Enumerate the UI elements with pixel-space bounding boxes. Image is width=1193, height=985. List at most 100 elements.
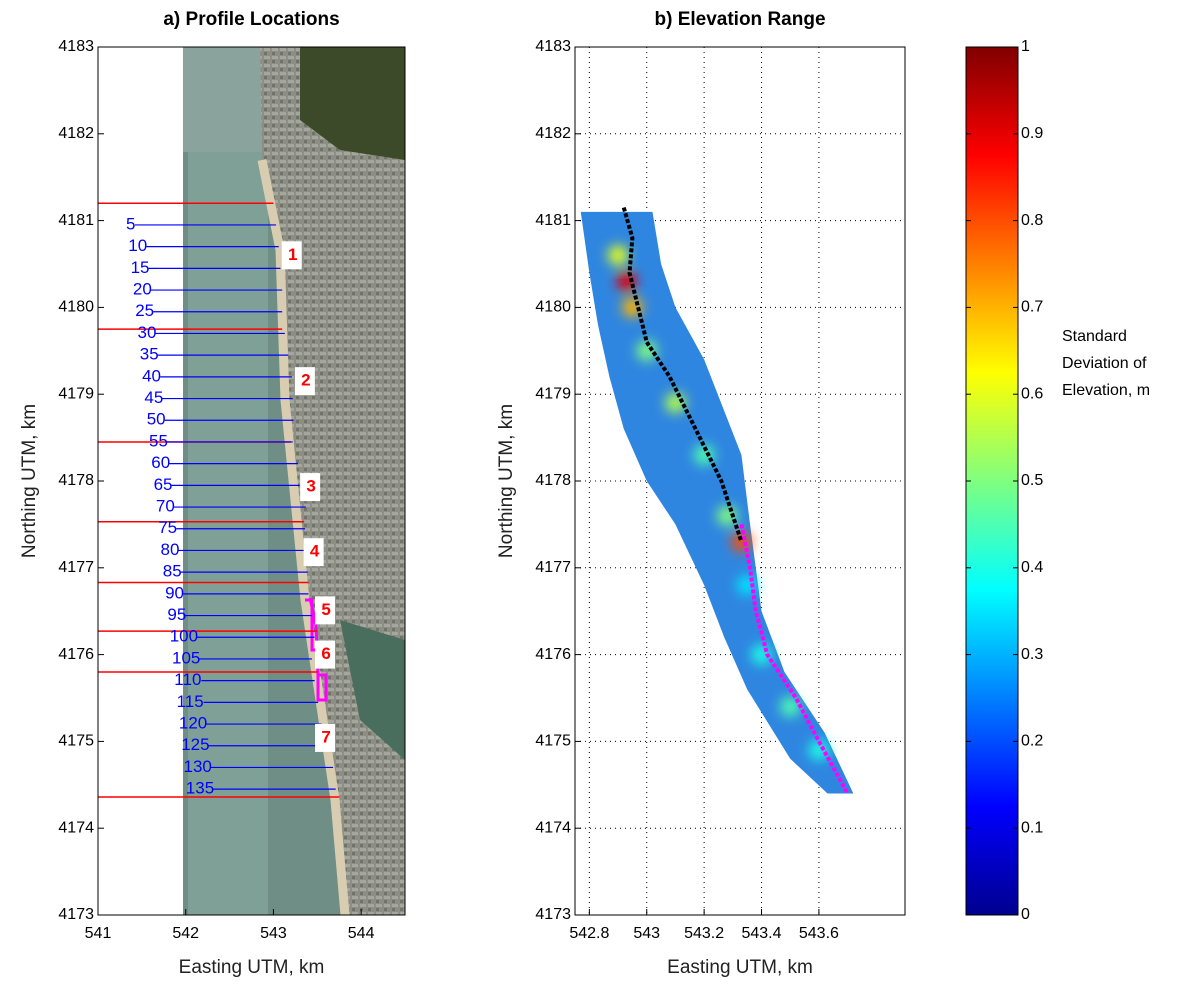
region-box: [300, 473, 321, 502]
y-tick-label: 4176: [58, 646, 94, 663]
colorbar-tick-label: 0.9: [1021, 125, 1043, 142]
y-tick-label: 4179: [535, 385, 571, 402]
x-tick-label: 543.4: [741, 925, 781, 942]
colorbar-tick-label: 0.1: [1021, 819, 1043, 836]
colorbar-tick-label: 0.6: [1021, 385, 1043, 402]
y-tick-label: 4178: [58, 472, 94, 489]
std-blob: [665, 392, 686, 413]
aerial-image: [183, 47, 405, 916]
region-label: 7: [321, 727, 330, 746]
y-tick-label: 4174: [58, 819, 94, 836]
x-axis-label: Easting UTM, km: [179, 957, 325, 978]
y-tick-label: 4178: [535, 472, 571, 489]
plot-frame: [97, 46, 406, 916]
profile-label: 15: [131, 258, 150, 277]
std-blob: [808, 740, 829, 761]
std-blob: [608, 245, 629, 266]
profile-label: 125: [181, 735, 209, 754]
y-tick-label: 4182: [535, 125, 571, 142]
x-tick-label: 543.6: [799, 925, 839, 942]
std-blob: [780, 696, 801, 717]
profile-label: 70: [156, 497, 175, 516]
region-box: [281, 241, 302, 270]
y-tick-label: 4181: [535, 212, 571, 229]
swath: [580, 211, 854, 794]
colorbar-label: Standard: [1062, 328, 1127, 345]
profile-label: 55: [149, 431, 168, 450]
profile-label: 115: [177, 692, 204, 711]
region-label: 6: [321, 644, 330, 663]
x-tick-label: 543: [260, 925, 287, 942]
profile-label: 95: [167, 605, 186, 624]
y-tick-label: 4180: [58, 299, 94, 316]
colorbar-tick-label: 0.2: [1021, 733, 1043, 750]
crest-line: [621, 207, 744, 543]
profile-label: 80: [161, 540, 180, 559]
std-blob: [636, 340, 657, 361]
colorbar-label: Deviation of: [1062, 355, 1147, 372]
y-tick-label: 4174: [535, 819, 571, 836]
y-tick-label: 4175: [535, 733, 571, 750]
profile-label: 105: [172, 648, 200, 667]
x-tick-label: 543: [633, 925, 660, 942]
profile-label: 120: [179, 714, 207, 733]
x-tick-label: 544: [348, 925, 375, 942]
profile-label: 85: [163, 562, 182, 581]
profile-label: 110: [174, 670, 201, 689]
profile-label: 130: [184, 757, 212, 776]
y-tick-label: 4183: [535, 38, 571, 55]
y-axis-label: Northing UTM, km: [496, 404, 517, 558]
region-label: 4: [310, 542, 320, 561]
y-tick-label: 4183: [58, 38, 94, 55]
profile-label: 35: [140, 345, 159, 364]
region-label: 1: [288, 245, 297, 264]
chart-title: a) Profile Locations: [163, 9, 339, 30]
profile-label: 10: [128, 236, 147, 255]
chart-title: b) Elevation Range: [654, 9, 825, 30]
y-tick-label: 4182: [58, 125, 94, 142]
y-tick-label: 4179: [58, 385, 94, 402]
region-label: 3: [306, 477, 315, 496]
region-box: [294, 367, 315, 396]
y-tick-label: 4175: [58, 733, 94, 750]
profile-label: 100: [170, 627, 198, 646]
shoreline-line: [739, 524, 850, 795]
colorbar-label: Elevation, m: [1062, 382, 1150, 399]
y-tick-label: 4173: [535, 906, 571, 923]
y-tick-label: 4177: [535, 559, 571, 576]
x-tick-label: 543.2: [684, 925, 724, 942]
y-tick-label: 4177: [58, 559, 94, 576]
profile-label: 40: [142, 366, 161, 385]
colorbar-tick-label: 1: [1021, 38, 1030, 55]
x-tick-label: 542.8: [569, 925, 609, 942]
colorbar-tick-label: 0.7: [1021, 299, 1043, 316]
x-tick-label: 541: [85, 925, 112, 942]
y-axis-label: Northing UTM, km: [19, 404, 40, 558]
y-tick-label: 4173: [58, 906, 94, 923]
profile-label: 5: [126, 214, 135, 233]
plot-frame: [574, 46, 906, 916]
y-tick-label: 4180: [535, 299, 571, 316]
colorbar-tick-label: 0.5: [1021, 472, 1043, 489]
region-box: [315, 723, 336, 752]
x-axis-label: Easting UTM, km: [667, 957, 813, 978]
profile-label: 50: [147, 410, 166, 429]
region-box: [303, 538, 324, 567]
colorbar-tick-label: 0.4: [1021, 559, 1043, 576]
colorbar-tick-label: 0.3: [1021, 646, 1043, 663]
profile-label: 45: [144, 388, 163, 407]
y-tick-label: 4181: [58, 212, 94, 229]
profile-label: 135: [186, 779, 214, 798]
x-tick-label: 542: [172, 925, 199, 942]
region-label: 2: [301, 371, 310, 390]
y-tick-label: 4176: [535, 646, 571, 663]
profile-label: 30: [138, 323, 157, 342]
profile-label: 25: [135, 301, 154, 320]
colorbar-tick-label: 0.8: [1021, 212, 1043, 229]
profile-label: 75: [158, 518, 177, 537]
colorbar: [965, 46, 1019, 916]
profile-label: 65: [154, 475, 173, 494]
profile-label: 60: [151, 453, 170, 472]
profile-label: 20: [133, 280, 152, 299]
